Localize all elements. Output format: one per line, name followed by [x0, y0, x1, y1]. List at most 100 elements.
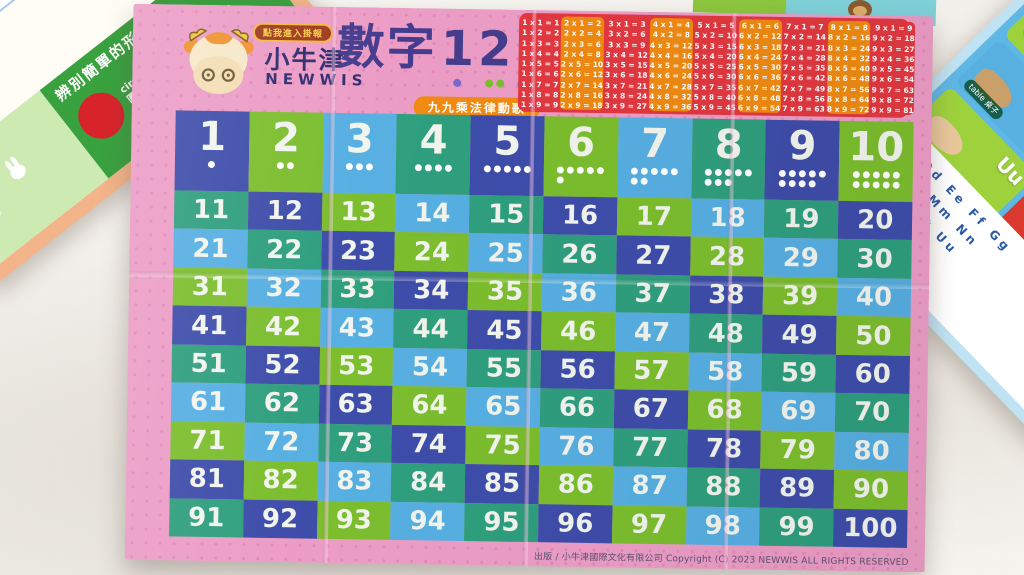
grid-number: 88 [705, 472, 742, 503]
count-dot [444, 164, 452, 172]
grid-number: 6 [566, 119, 596, 167]
multiplication-equation: 7 x 5 = 35 [782, 63, 826, 73]
grid-number: 79 [779, 434, 817, 466]
multiplication-equation: 8 x 7 = 56 [827, 84, 870, 95]
multiplication-equation: 5 x 2 = 10 [694, 30, 738, 41]
grid-number: 56 [559, 354, 596, 386]
multiplication-equation: 7 x 8 = 56 [782, 94, 826, 104]
grid-cell-82: 82 [243, 460, 318, 501]
multiplication-equation: 7 x 7 = 49 [782, 83, 826, 94]
grid-cell-89: 89 [759, 468, 835, 509]
grid-number: 81 [188, 464, 226, 495]
ox-mascot-icon [178, 24, 259, 103]
grid-cell-93: 93 [316, 500, 392, 540]
title-dot [484, 79, 493, 88]
multiplication-equation: 7 x 3 = 21 [783, 42, 826, 53]
grid-cell-79: 79 [760, 430, 835, 470]
grid-cell-100: 100 [833, 508, 908, 548]
grid-number: 72 [262, 426, 300, 458]
multiplication-equation: 9 x 1 = 9 [875, 23, 913, 33]
multiplication-equation: 8 x 6 = 48 [827, 74, 870, 84]
multiplication-equation: 6 x 2 = 12 [738, 31, 782, 42]
grid-cell-68: 68 [687, 390, 762, 431]
grid-number: 54 [411, 352, 449, 383]
grid-number: 92 [261, 503, 299, 535]
bunny-icon [0, 203, 4, 225]
grid-cell-5: 5 [469, 115, 545, 197]
grid-cell-22: 22 [247, 230, 322, 270]
grid-number: 20 [856, 205, 894, 236]
grid-cell-16: 16 [542, 196, 618, 236]
grid-number: 84 [409, 467, 447, 499]
grid-cell-80: 80 [834, 431, 909, 472]
copyright-line: 出版 / 小牛津國際文化有限公司 Copyright (C) 2023 NEWW… [533, 552, 909, 568]
grid-cell-51: 51 [171, 344, 246, 384]
multiplication-equation: 1 x 3 = 3 [521, 38, 560, 49]
grid-number: 74 [410, 429, 448, 460]
grid-cell-18: 18 [690, 198, 765, 239]
grid-cell-64: 64 [392, 386, 467, 426]
multiplication-equation: 1 x 6 = 6 [521, 69, 559, 79]
count-dot [744, 169, 752, 177]
grid-number: 22 [265, 234, 303, 266]
count-dot [630, 177, 638, 185]
grid-cell-81: 81 [169, 459, 245, 500]
multiplication-equation: 6 x 8 = 48 [737, 93, 781, 104]
count-dot [852, 171, 860, 179]
grid-cell-27: 27 [616, 235, 691, 276]
grid-cell-94: 94 [390, 501, 465, 541]
grid-number: 90 [852, 474, 890, 506]
grid-number: 86 [557, 469, 595, 501]
grid-number: 35 [486, 276, 524, 308]
count-dot [587, 166, 595, 175]
multiplication-equation: 4 x 5 = 20 [649, 61, 693, 71]
count-dot [892, 171, 900, 179]
grid-cell-dots [414, 164, 452, 172]
grid-cell-76: 76 [539, 426, 614, 467]
multiplication-equation: 5 x 3 = 15 [694, 41, 737, 51]
grid-cell-15: 15 [469, 195, 544, 235]
grid-number: 53 [337, 350, 375, 382]
grid-number: 34 [412, 275, 450, 306]
grid-cell-19: 19 [764, 199, 839, 240]
title-digit-dots [452, 78, 461, 87]
count-dot [892, 181, 900, 189]
grid-number: 18 [709, 203, 746, 234]
multiplication-equation: 9 x 2 = 18 [872, 33, 915, 44]
multiplication-equation: 4 x 8 = 32 [649, 91, 692, 102]
multiplication-equation: 5 x 6 = 30 [693, 72, 737, 82]
count-dot [882, 171, 890, 179]
grid-number: 66 [558, 392, 596, 424]
grid-number: 37 [634, 278, 671, 310]
grid-number: 36 [560, 277, 598, 309]
multiplication-equation: 8 x 8 = 64 [826, 94, 870, 105]
grid-number: 83 [336, 466, 373, 497]
count-dot [724, 169, 732, 177]
grid-cell-54: 54 [392, 347, 468, 388]
grid-cell-31: 31 [172, 267, 248, 307]
multiplication-equation: 2 x 9 = 18 [560, 100, 603, 111]
grid-cell-35: 35 [467, 271, 543, 312]
grid-cell-43: 43 [319, 308, 395, 348]
grid-cell-92: 92 [242, 499, 318, 539]
grid-number: 63 [337, 389, 374, 421]
grid-cell-61: 61 [170, 382, 246, 423]
grid-number: 55 [485, 353, 523, 384]
grid-cell-69: 69 [761, 391, 836, 432]
grid-cell-87: 87 [612, 466, 687, 507]
multiplication-equation: 1 x 5 = 5 [521, 59, 559, 69]
grid-number: 89 [778, 473, 816, 504]
multiplication-equation: 5 x 8 = 40 [693, 92, 737, 103]
multiplication-equation: 5 x 9 = 45 [693, 102, 736, 113]
multiplication-equation: 5 x 4 = 20 [694, 51, 737, 62]
multiplication-equation: 8 x 2 = 16 [827, 32, 871, 43]
grid-cell-70: 70 [834, 393, 910, 433]
grid-cell-7: 7 [617, 117, 693, 199]
count-dot [287, 162, 295, 170]
multiplication-equation: 1 x 2 = 2 [521, 28, 560, 38]
multiplication-equation: 2 x 5 = 10 [560, 59, 604, 70]
